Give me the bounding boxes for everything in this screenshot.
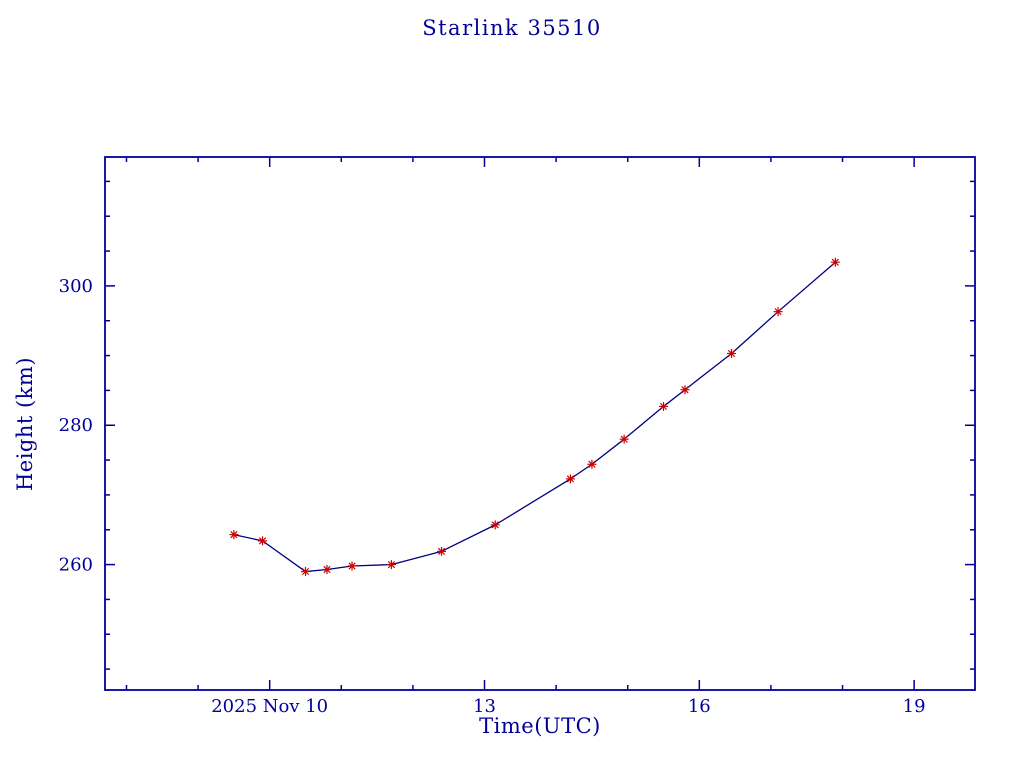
data-point-marker [681, 386, 689, 394]
axis-box [104, 156, 976, 691]
y-tick-label: 280 [59, 415, 93, 436]
data-point-marker [774, 308, 782, 316]
chart-title: Starlink 35510 [422, 16, 602, 40]
data-point-marker [301, 567, 310, 576]
data-point-marker [323, 565, 331, 574]
y-tick-label: 260 [59, 555, 93, 576]
data-point-marker [348, 562, 356, 570]
x-tick-label: 2025 Nov 10 [211, 696, 328, 717]
data-point-marker [491, 521, 499, 529]
x-tick-label: 13 [473, 696, 496, 717]
data-point-marker [566, 475, 575, 483]
data-point-marker [620, 435, 628, 443]
data-point-marker [387, 560, 396, 569]
data-line [233, 261, 836, 573]
x-tick-label: 16 [688, 696, 711, 717]
data-point-marker [258, 537, 267, 545]
data-point-marker [437, 547, 446, 555]
data-point-marker [588, 460, 596, 468]
data-point-marker [831, 258, 839, 266]
data-point-marker [659, 402, 668, 411]
x-axis-label: Time(UTC) [479, 714, 601, 738]
data-point-marker [230, 531, 238, 539]
data-point-marker [727, 349, 736, 358]
y-tick-label: 300 [59, 276, 93, 297]
x-tick-label: 19 [903, 696, 926, 717]
